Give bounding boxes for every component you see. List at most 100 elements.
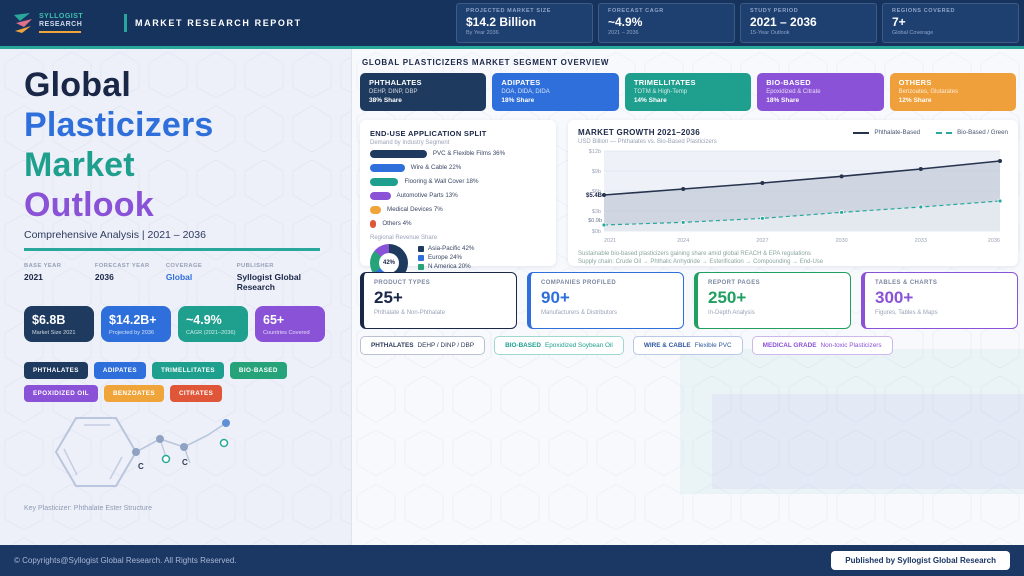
svg-text:2036: 2036 xyxy=(988,238,1000,243)
chip-cagr: ~4.9% CAGR (2021–2036) xyxy=(178,306,248,342)
report-stats-row: PRODUCT TYPES 25+ Phthalate & Non-Phthal… xyxy=(360,272,1018,329)
copyright-text: © Copyrights@Syllogist Global Research. … xyxy=(14,556,237,565)
pill-medical-grade: MEDICAL GRADE Non-toxic Plasticizers xyxy=(751,336,893,355)
segment-others: OTHERS Benzoates, Glutarates 12% Share xyxy=(889,73,1017,111)
market-growth-notes: Sustainable bio-based plasticizers gaini… xyxy=(578,251,824,265)
market-growth-legend: Phthalate-Based Bio-Based / Green xyxy=(853,129,1008,136)
market-growth-card: MARKET GROWTH 2021–2036 Phthalate-Based … xyxy=(568,120,1018,266)
market-growth-title: MARKET GROWTH 2021–2036 xyxy=(578,128,701,137)
svg-text:2027: 2027 xyxy=(756,238,768,243)
page-title: Global Plasticizers Market Outlook xyxy=(0,49,351,225)
svg-text:2021: 2021 xyxy=(604,238,616,243)
stat-report-pages: REPORT PAGES 250+ In-Depth Analysis xyxy=(694,272,851,329)
end-use-bar: Automotive Parts 13% xyxy=(370,189,546,202)
tag-benzoates: BENZOATES xyxy=(103,385,164,402)
logo-line2: RESEARCH xyxy=(39,21,83,28)
decor-tint-purple xyxy=(712,394,1024,489)
kpi-forecast-cagr: FORECAST CAGR ~4.9% 2021 – 2036 xyxy=(598,3,735,43)
stat-product-types: PRODUCT TYPES 25+ Phthalate & Non-Phthal… xyxy=(360,272,517,329)
left-hero-panel: Global Plasticizers Market Outlook Compr… xyxy=(0,49,352,545)
tag-epoxidized-oil: EPOXIDIZED OIL xyxy=(24,385,98,402)
svg-text:$12b: $12b xyxy=(589,149,601,155)
segment-bio-based: BIO-BASED Epoxidized & Citrate 18% Share xyxy=(757,73,884,111)
end-use-split-card: END-USE APPLICATION SPLIT Demand by Indu… xyxy=(360,120,556,282)
phthalate-molecule-diagram: C C xyxy=(54,417,230,487)
hex-pattern-left xyxy=(0,49,351,545)
end-use-bar-chart: PVC & Flexible Films 36% Wire & Cable 22%… xyxy=(370,147,546,230)
tag-trimellitates: TRIMELLITATES xyxy=(151,362,224,379)
legend-phthalate-based: Phthalate-Based xyxy=(853,129,920,136)
chip-countries: 65+ Countries Covered xyxy=(255,306,325,342)
meta-forecast-year: FORECAST YEAR 2036 xyxy=(94,263,150,282)
regional-legend-item: Asia-Pacific 42% xyxy=(418,245,474,252)
title-line-outlook: Outlook xyxy=(24,186,154,224)
svg-text:2033: 2033 xyxy=(915,238,927,243)
title-underline xyxy=(24,248,320,251)
segment-phthalates: PHTHALATES DEHP, DINP, DBP 38% Share xyxy=(360,73,487,111)
logo-line1: SYLLOGIST xyxy=(39,13,84,21)
hero-stat-chips: $6.8B Market Size 2021 $14.2B+ Projected… xyxy=(24,306,351,342)
report-meta-row: BASE YEAR 2021 FORECAST YEAR 2036 COVERA… xyxy=(24,263,336,292)
svg-text:2024: 2024 xyxy=(677,238,689,243)
end-use-subtitle: Demand by Industry Segment xyxy=(370,140,450,146)
header-kpi-cards: PROJECTED MARKET SIZE $14.2 Billion By Y… xyxy=(456,3,1024,43)
molecule-caption: Key Plasticizer: Phthalate Ester Structu… xyxy=(24,505,152,512)
solid-line-swatch xyxy=(853,131,870,134)
svg-text:$0.9b: $0.9b xyxy=(588,218,602,224)
svg-text:$6b: $6b xyxy=(592,189,601,195)
svg-text:C: C xyxy=(138,462,144,471)
segment-trimellitates: TRIMELLITATES TOTM & High-Temp 14% Share xyxy=(624,73,752,111)
segment-cards-row: PHTHALATES DEHP, DINP, DBP 38% Share ADI… xyxy=(360,73,1017,111)
regional-legend-item: Europe 24% xyxy=(418,254,474,261)
end-use-bar: Others 4% xyxy=(370,217,546,230)
end-use-title: END-USE APPLICATION SPLIT xyxy=(370,129,487,138)
svg-text:$5.4B: $5.4B xyxy=(586,193,603,199)
regional-share-label: Regional Revenue Share xyxy=(370,235,438,241)
svg-text:$3b: $3b xyxy=(592,209,601,215)
svg-text:$0b: $0b xyxy=(592,229,601,235)
regional-legend-item: N America 20% xyxy=(418,263,474,270)
kpi-projected-market-size: PROJECTED MARKET SIZE $14.2 Billion By Y… xyxy=(456,3,593,43)
svg-text:C: C xyxy=(182,458,188,467)
pill-wire-cable: WIRE & CABLE Flexible PVC xyxy=(632,336,743,355)
market-growth-subtitle: USD Billion — Phthalates vs. Bio-Based P… xyxy=(578,139,717,145)
end-use-bar: Flooring & Wall Cover 18% xyxy=(370,175,546,188)
title-line-plasticizers: Plasticizers xyxy=(24,106,214,144)
legend-bio-based: Bio-Based / Green xyxy=(936,129,1008,136)
top-header-bar: SYLLOGIST RESEARCH MARKET RESEARCH REPOR… xyxy=(0,0,1024,46)
published-by-button[interactable]: Published by Syllogist Global Research xyxy=(831,551,1010,570)
market-growth-line-chart: $0b $3b $6b $9b $12b $5.4B $0.9b 2021 2024 2027 20… xyxy=(586,149,1003,244)
highlight-pills-row: PHTHALATES DEHP / DINP / DBP BIO-BASED Epo… xyxy=(360,336,893,355)
title-line-market: Market xyxy=(24,146,135,184)
stat-companies-profiled: COMPANIES PROFILED 90+ Manufacturers & D… xyxy=(527,272,684,329)
logo-underline xyxy=(39,30,81,33)
kpi-study-period: STUDY PERIOD 2021 – 2036 15-Year Outlook xyxy=(740,3,877,43)
svg-text:2030: 2030 xyxy=(835,238,847,243)
dashed-line-swatch xyxy=(936,131,953,134)
kpi-regions-covered: REGIONS COVERED 7+ Global Coverage xyxy=(882,3,1019,43)
teal-accent-strip xyxy=(0,46,1024,49)
company-logo: SYLLOGIST RESEARCH xyxy=(0,11,120,35)
meta-publisher: PUBLISHER Syllogist Global Research xyxy=(236,263,301,292)
header-divider xyxy=(124,14,127,32)
pill-phthalates: PHTHALATES DEHP / DINP / DBP xyxy=(360,336,486,355)
tag-adipates: ADIPATES xyxy=(93,362,146,379)
chip-projected: $14.2B+ Projected by 2036 xyxy=(101,306,171,342)
segment-overview-title: GLOBAL PLASTICIZERS MARKET SEGMENT OVERV… xyxy=(362,58,610,67)
chip-market-size: $6.8B Market Size 2021 xyxy=(24,306,94,342)
meta-base-year: BASE YEAR 2021 xyxy=(24,263,62,282)
meta-coverage: COVERAGE Global xyxy=(165,263,203,282)
tag-bio-based: BIO-BASED xyxy=(229,362,287,379)
svg-text:$9b: $9b xyxy=(592,169,601,175)
pill-bio-based: BIO-BASED Epoxidized Soybean Oil xyxy=(494,336,624,355)
logo-mark-icon xyxy=(14,13,32,33)
decor-tint-teal xyxy=(680,349,1024,494)
right-content-panel: GLOBAL PLASTICIZERS MARKET SEGMENT OVERV… xyxy=(352,49,1024,545)
end-use-bar: Wire & Cable 22% xyxy=(370,161,546,174)
donut-center-value: 42% xyxy=(379,253,399,273)
end-use-bar: Medical Devices 7% xyxy=(370,203,546,216)
report-type-label: MARKET RESEARCH REPORT xyxy=(135,18,302,28)
plasticizer-type-tags: PHTHALATES ADIPATES TRIMELLITATES BIO-BA… xyxy=(24,362,336,402)
tag-phthalates: PHTHALATES xyxy=(24,362,88,379)
tag-citrates: CITRATES xyxy=(169,385,223,402)
